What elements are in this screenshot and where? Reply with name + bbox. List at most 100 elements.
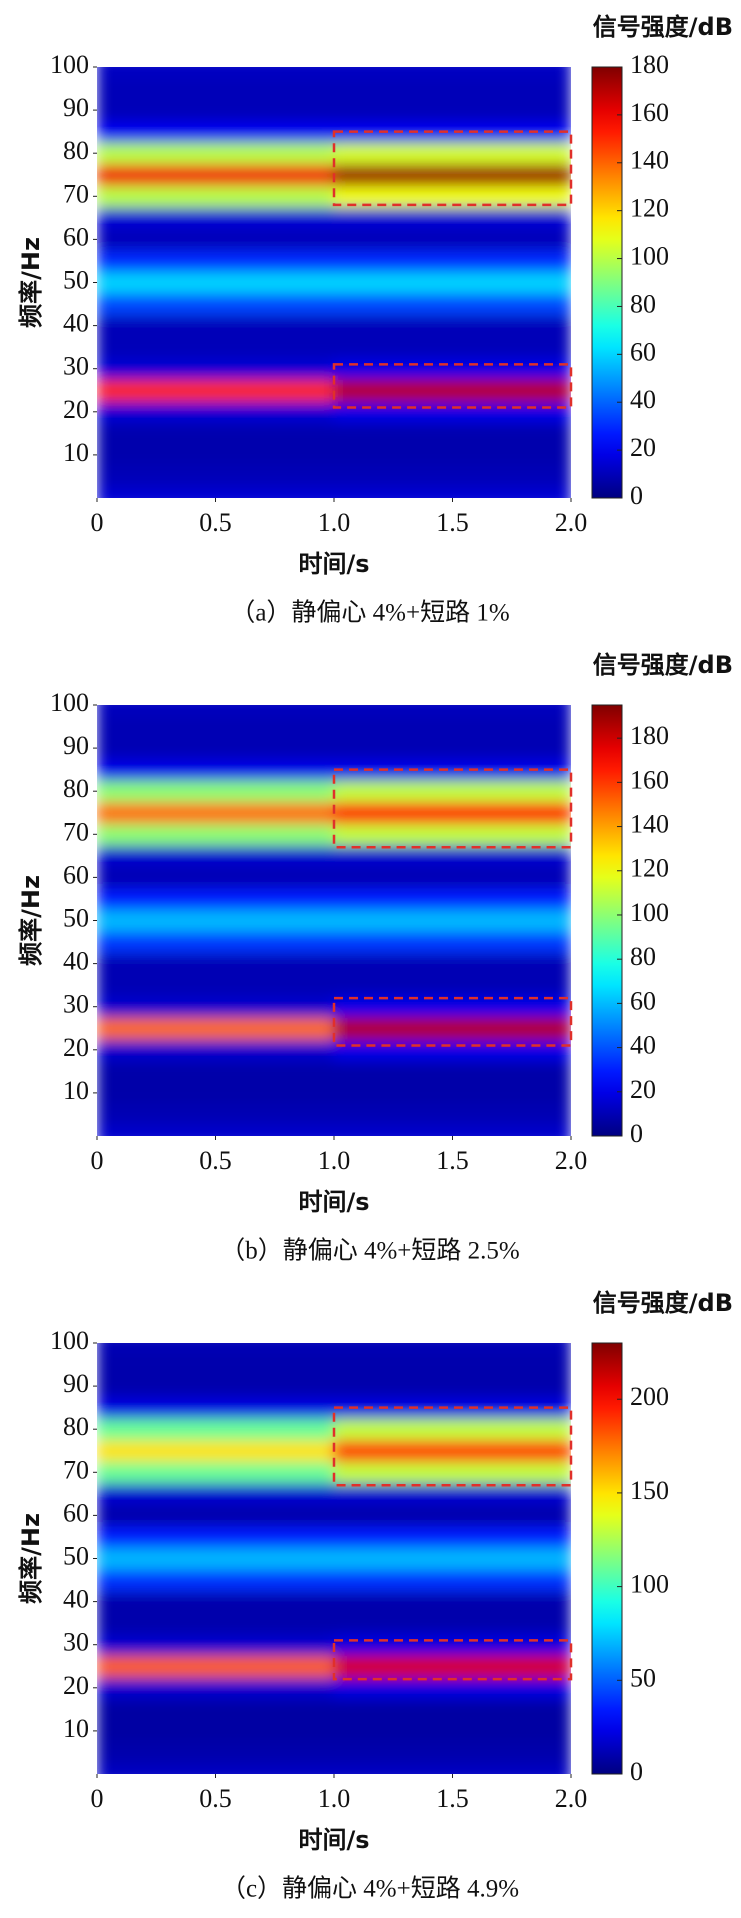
heat-cell (333, 866, 453, 889)
heat-cell (97, 736, 216, 760)
caption: （b）静偏心 4%+短路 2.5% (220, 1237, 520, 1265)
heat-cell (215, 443, 335, 467)
heat-cell (215, 465, 335, 488)
y-tick-label: 90 (63, 1369, 89, 1398)
heat-cell (215, 1611, 335, 1635)
x-tick-label: 1.5 (436, 1784, 469, 1813)
heat-cell (452, 1343, 571, 1355)
heat-cell (97, 973, 216, 997)
y-tick-label: 50 (63, 265, 89, 294)
heat-cell (452, 909, 571, 932)
heat-cell (97, 801, 216, 825)
x-tick-label: 1.0 (318, 508, 351, 537)
heat-cell (333, 141, 453, 165)
heat-cell (333, 77, 453, 100)
heat-cell (97, 1611, 216, 1635)
y-tick-label: 30 (63, 990, 89, 1019)
heat-cell (97, 77, 216, 100)
x-tick-label: 1.5 (436, 1146, 469, 1175)
heat-cell (333, 1461, 453, 1484)
heat-cell (452, 823, 571, 846)
y-tick-label: 90 (63, 731, 89, 760)
heat-cell (452, 736, 571, 760)
heat-cell (215, 357, 335, 380)
heat-cell (333, 1482, 453, 1506)
heat-cell (452, 1504, 571, 1527)
y-tick-label: 60 (63, 222, 89, 251)
y-tick-label: 70 (63, 817, 89, 846)
heat-cell (333, 1038, 453, 1062)
y-tick-label: 80 (63, 1412, 89, 1441)
heat-cell (215, 120, 335, 143)
y-tick-label: 30 (63, 1628, 89, 1657)
heat-cell (215, 1353, 335, 1376)
y-tick-label: 30 (63, 352, 89, 381)
heat-cell (333, 1676, 453, 1700)
heat-cell (333, 1374, 453, 1398)
heat-cell (452, 206, 571, 230)
heat-cell (452, 486, 571, 498)
heat-cell (452, 249, 571, 273)
x-tick-label: 0 (91, 1146, 104, 1175)
heat-cell (452, 465, 571, 488)
y-tick-label: 60 (63, 860, 89, 889)
heat-cell (452, 1461, 571, 1484)
heat-cell (333, 67, 453, 79)
heat-cell (452, 1103, 571, 1126)
heat-cell (215, 930, 335, 954)
heat-cell (452, 1016, 571, 1040)
heat-cell (333, 823, 453, 846)
heat-cell (452, 887, 571, 911)
heat-cell (333, 1439, 453, 1463)
heat-cell (215, 1698, 335, 1721)
heat-cell (452, 443, 571, 467)
heat-cell (97, 120, 216, 143)
heat-cell (215, 228, 335, 251)
heat-cell (333, 952, 453, 975)
heat-cell (452, 1396, 571, 1419)
heat-cell (452, 1590, 571, 1613)
heat-cell (333, 1124, 453, 1136)
heat-cell (333, 400, 453, 424)
heat-cell (333, 249, 453, 273)
heat-cell (215, 779, 335, 803)
y-tick-label: 70 (63, 179, 89, 208)
heat-cell (97, 866, 216, 889)
panel: 10 20 30 40 50 60 70 80 90 100 0 0.5 1.0 1.5 2.0 0 20 40 6… (17, 651, 733, 1265)
heat-cell (97, 1676, 216, 1700)
heat-cell (333, 1698, 453, 1721)
heat-cell (97, 1719, 216, 1743)
heat-cell (333, 1417, 453, 1441)
heat-cell (215, 705, 335, 717)
heat-cell (333, 292, 453, 316)
heat-cell (333, 163, 453, 187)
heat-cell (97, 1698, 216, 1721)
colorbar-tick-label: 80 (630, 289, 656, 318)
x-tick-label: 0 (91, 508, 104, 537)
heat-cell (97, 1504, 216, 1527)
colorbar-tick-label: 120 (630, 194, 669, 223)
heat-cell (452, 1081, 571, 1105)
heat-cell (215, 1504, 335, 1527)
heat-cell (97, 98, 216, 122)
heat-cell (97, 357, 216, 380)
heat-cell (97, 335, 216, 359)
heat-cell (333, 357, 453, 380)
colorbar-tick-label: 20 (630, 433, 656, 462)
heat-cell (452, 335, 571, 359)
heat-cell (215, 823, 335, 846)
heat-cell (97, 995, 216, 1018)
heat-cell (452, 1353, 571, 1376)
heat-cell (452, 1762, 571, 1774)
heat-cell (215, 1676, 335, 1700)
colorbar (591, 704, 623, 1137)
panel: 10 20 30 40 50 60 70 80 90 100 0 0.5 1.0 1.5 2.0 0 20 40 6… (17, 13, 733, 627)
heat-cell (215, 400, 335, 424)
heat-cell (452, 314, 571, 337)
heat-cell (97, 1482, 216, 1506)
heat-cell (452, 271, 571, 294)
heat-cell (452, 163, 571, 187)
heat-cell (452, 758, 571, 781)
heat-cell (215, 1417, 335, 1441)
heat-cell (215, 844, 335, 868)
